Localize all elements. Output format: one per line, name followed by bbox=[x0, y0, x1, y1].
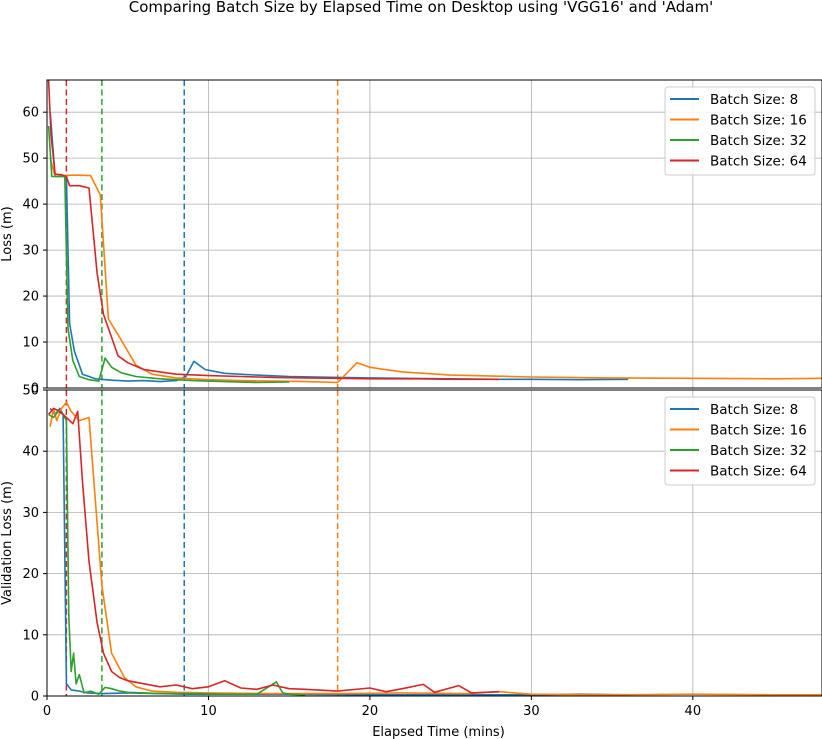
legend-label: Batch Size: 64 bbox=[710, 464, 807, 480]
x-tick-label: 20 bbox=[362, 704, 379, 719]
plot-frame bbox=[46, 79, 822, 389]
y-tick-label: 40 bbox=[22, 445, 39, 460]
x-tick-label: 40 bbox=[685, 704, 702, 719]
y-tick-label: 60 bbox=[22, 106, 39, 121]
legend: Batch Size: 8 Batch Size: 16 Batch Size: 3… bbox=[664, 396, 816, 486]
legend-box bbox=[664, 86, 816, 176]
y-tick-label: 50 bbox=[22, 384, 39, 399]
series-line bbox=[47, 407, 500, 694]
legend-box bbox=[664, 396, 816, 486]
legend-label: Batch Size: 32 bbox=[710, 443, 807, 459]
y-tick-label: 40 bbox=[22, 198, 39, 213]
y-tick-label: 20 bbox=[22, 567, 39, 582]
legend: Batch Size: 8 Batch Size: 16 Batch Size: 3… bbox=[664, 86, 816, 176]
legend-label: Batch Size: 8 bbox=[710, 402, 798, 418]
x-tick-label: 30 bbox=[523, 704, 540, 719]
y-tick-label: 30 bbox=[22, 244, 39, 259]
legend-label: Batch Size: 8 bbox=[710, 92, 798, 108]
x-axis-label: Elapsed Time (mins) bbox=[372, 725, 505, 739]
series-group bbox=[47, 80, 822, 388]
y-tick-label: 10 bbox=[22, 628, 39, 643]
y-tick-label: 20 bbox=[22, 290, 39, 305]
series-line bbox=[49, 401, 822, 696]
y-tick-label: 30 bbox=[22, 506, 39, 521]
legend-label: Batch Size: 16 bbox=[710, 423, 807, 439]
series-line bbox=[48, 410, 306, 696]
x-tick-label: 0 bbox=[43, 704, 51, 719]
y-tick-label: 10 bbox=[22, 336, 39, 351]
x-tick-label: 10 bbox=[200, 704, 217, 719]
chart-title: Comparing Batch Size by Elapsed Time on … bbox=[129, 0, 713, 16]
series-line bbox=[49, 112, 629, 383]
legend-label: Batch Size: 64 bbox=[710, 154, 807, 170]
y-tick-label: 0 bbox=[31, 690, 39, 705]
y-axis-label: Loss (m) bbox=[0, 206, 15, 261]
y-tick-label: 50 bbox=[22, 152, 39, 167]
y-axis-label: Validation Loss (m) bbox=[0, 481, 15, 605]
series-line bbox=[47, 80, 500, 381]
series-line bbox=[49, 157, 822, 384]
legend-label: Batch Size: 32 bbox=[710, 133, 807, 149]
y-tick-label: 0 bbox=[31, 382, 39, 397]
series-group bbox=[47, 390, 822, 696]
legend-label: Batch Size: 16 bbox=[710, 113, 807, 129]
plot-frame bbox=[46, 389, 822, 697]
series-line bbox=[47, 125, 290, 384]
